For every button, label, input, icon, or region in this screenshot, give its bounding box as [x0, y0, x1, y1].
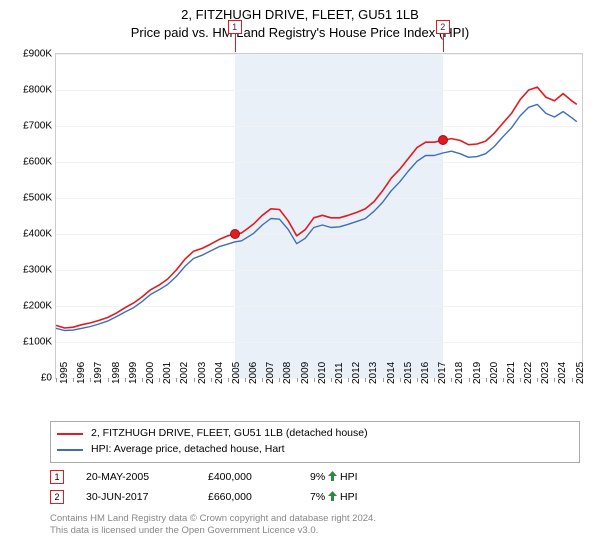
event-row: 2 30-JUN-2017 £660,000 7% HPI	[50, 487, 580, 507]
x-tick	[314, 378, 315, 382]
x-tick	[228, 378, 229, 382]
x-tick	[554, 378, 555, 382]
x-tick	[383, 378, 384, 382]
y-tick-label: £100K	[23, 337, 56, 348]
legend-label: HPI: Average price, detached house, Hart	[91, 442, 285, 458]
x-tick	[56, 378, 57, 382]
legend-swatch	[57, 449, 83, 451]
legend: 2, FITZHUGH DRIVE, FLEET, GU51 1LB (deta…	[50, 421, 580, 463]
x-tick	[279, 378, 280, 382]
x-tick	[331, 378, 332, 382]
x-tick	[400, 378, 401, 382]
x-tick	[73, 378, 74, 382]
y-tick-label: £900K	[23, 49, 56, 60]
x-tick	[262, 378, 263, 382]
title-line1: 2, FITZHUGH DRIVE, FLEET, GU51 1LB	[10, 6, 590, 24]
chart: £0 £100K £200K £300K £400K £500K £600K £700K £80…	[11, 45, 589, 415]
y-tick-label: £800K	[23, 85, 56, 96]
legend-item: HPI: Average price, detached house, Hart	[57, 442, 573, 458]
legend-swatch	[57, 433, 83, 435]
x-tick	[108, 378, 109, 382]
x-tick	[159, 378, 160, 382]
flag-1: 1	[228, 20, 242, 34]
flag-2: 2	[436, 20, 450, 34]
title-line2: Price paid vs. HM Land Registry's House …	[10, 24, 590, 42]
x-tick	[520, 378, 521, 382]
chart-title: 2, FITZHUGH DRIVE, FLEET, GU51 1LB Price…	[10, 6, 590, 41]
event-hpi: 7% HPI	[310, 491, 358, 503]
x-tick	[365, 378, 366, 382]
x-tick	[176, 378, 177, 382]
event-row: 1 20-MAY-2005 £400,000 9% HPI	[50, 467, 580, 487]
x-tick	[486, 378, 487, 382]
footer-line2: This data is licensed under the Open Gov…	[50, 525, 580, 538]
series-price_paid	[56, 87, 577, 328]
legend-item: 2, FITZHUGH DRIVE, FLEET, GU51 1LB (deta…	[57, 426, 573, 442]
x-tick	[348, 378, 349, 382]
event-price: £660,000	[208, 491, 288, 503]
plot-area: £0£100K£200K£300K£400K£500K£600K£700K£80…	[55, 53, 583, 379]
x-tick	[194, 378, 195, 382]
x-tick	[537, 378, 538, 382]
y-tick-label: £400K	[23, 229, 56, 240]
event-date: 30-JUN-2017	[86, 491, 186, 503]
x-tick	[125, 378, 126, 382]
y-tick-label: £500K	[23, 193, 56, 204]
x-tick	[503, 378, 504, 382]
footer-line1: Contains HM Land Registry data © Crown c…	[50, 513, 580, 526]
x-tick	[90, 378, 91, 382]
flag-stem	[443, 34, 444, 52]
sale-events: 1 20-MAY-2005 £400,000 9% HPI 2 30-JUN-2017 £6…	[50, 467, 580, 507]
sale-marker	[230, 229, 240, 239]
sale-marker	[438, 135, 448, 145]
event-date: 20-MAY-2005	[86, 471, 186, 483]
x-tick	[451, 378, 452, 382]
x-tick	[469, 378, 470, 382]
x-tick	[211, 378, 212, 382]
footer: Contains HM Land Registry data © Crown c…	[50, 513, 580, 539]
event-price: £400,000	[208, 471, 288, 483]
y-tick-label: £200K	[23, 301, 56, 312]
event-flag: 1	[50, 470, 64, 484]
event-flag: 2	[50, 490, 64, 504]
x-tick	[572, 378, 573, 382]
y-tick-label: £0	[41, 373, 56, 384]
flag-stem	[235, 34, 236, 52]
x-tick	[142, 378, 143, 382]
x-tick	[297, 378, 298, 382]
y-tick-label: £700K	[23, 121, 56, 132]
series-svg	[56, 54, 582, 378]
y-tick-label: £300K	[23, 265, 56, 276]
y-tick-label: £600K	[23, 157, 56, 168]
x-tick	[434, 378, 435, 382]
x-tick	[245, 378, 246, 382]
event-hpi: 9% HPI	[310, 471, 358, 483]
x-tick	[417, 378, 418, 382]
legend-label: 2, FITZHUGH DRIVE, FLEET, GU51 1LB (deta…	[91, 426, 368, 442]
